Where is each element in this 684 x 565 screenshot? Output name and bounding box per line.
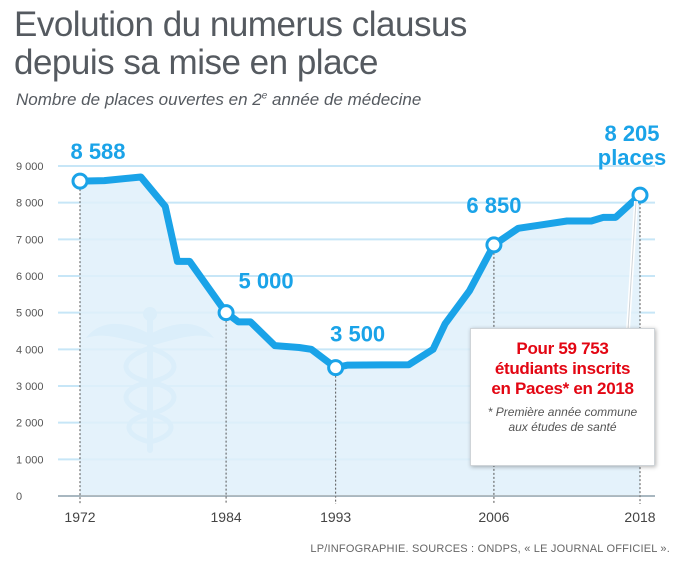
y-tick-label: 7 000 (16, 234, 44, 246)
y-tick-label: 3 000 (16, 381, 44, 393)
subtitle-post: année de médecine (267, 90, 422, 109)
y-tick-label: 1 000 (16, 454, 44, 466)
y-tick-label: 5 000 (16, 308, 44, 320)
note-line-1: Pour 59 753 (516, 339, 609, 358)
y-tick-label: 8 000 (16, 198, 44, 210)
data-point-2018 (631, 186, 649, 204)
data-point-1993 (327, 359, 345, 377)
note-line-2: étudiants inscrits (494, 359, 631, 378)
subtitle-sup: e (261, 90, 268, 102)
x-tick-label: 1993 (320, 509, 351, 525)
data-point-1972 (71, 172, 89, 190)
x-tick-label: 1984 (211, 509, 242, 525)
y-tick-label: 0 (16, 491, 22, 503)
line-layer (71, 172, 649, 377)
data-point-2006 (485, 236, 503, 254)
note-line-3: en Paces* en 2018 (491, 379, 634, 398)
note-connector (627, 201, 637, 331)
title-line-2: depuis sa mise en place (14, 43, 379, 82)
x-tick-label: 2018 (624, 509, 655, 525)
x-tick-label: 1972 (64, 509, 95, 525)
x-tick-label: 2006 (478, 509, 509, 525)
subtitle-pre: Nombre de places ouvertes en 2 (16, 90, 262, 109)
chart-title: Evolution du numerus clausus depuis sa m… (14, 6, 674, 82)
chart-subtitle: Nombre de places ouvertes en 2e année de… (16, 90, 421, 110)
data-label-1972: 8 588 (70, 139, 125, 164)
note-box: Pour 59 753 étudiants inscrits en Paces*… (470, 328, 655, 466)
note-footnote: * Première année commune aux études de s… (477, 405, 648, 435)
y-tick-label: 6 000 (16, 271, 44, 283)
data-label-1993: 3 500 (330, 322, 385, 347)
y-tick-label: 4 000 (16, 344, 44, 356)
y-tick-label: 2 000 (16, 418, 44, 430)
data-label-1984: 5 000 (239, 269, 294, 294)
note-foot-1: * Première année commune (487, 405, 638, 419)
data-label-unit: places (598, 145, 667, 170)
note-main: Pour 59 753 étudiants inscrits en Paces*… (477, 339, 648, 399)
y-tick-label: 9 000 (16, 161, 44, 173)
data-point-1984 (217, 304, 235, 322)
data-label-2018: 8 205 (604, 121, 659, 146)
source-credit: LP/INFOGRAPHIE. SOURCES : ONDPS, « LE JO… (310, 543, 670, 555)
note-foot-2: aux études de santé (508, 420, 617, 434)
title-line-1: Evolution du numerus clausus (14, 5, 467, 44)
data-label-2006: 6 850 (466, 193, 521, 218)
